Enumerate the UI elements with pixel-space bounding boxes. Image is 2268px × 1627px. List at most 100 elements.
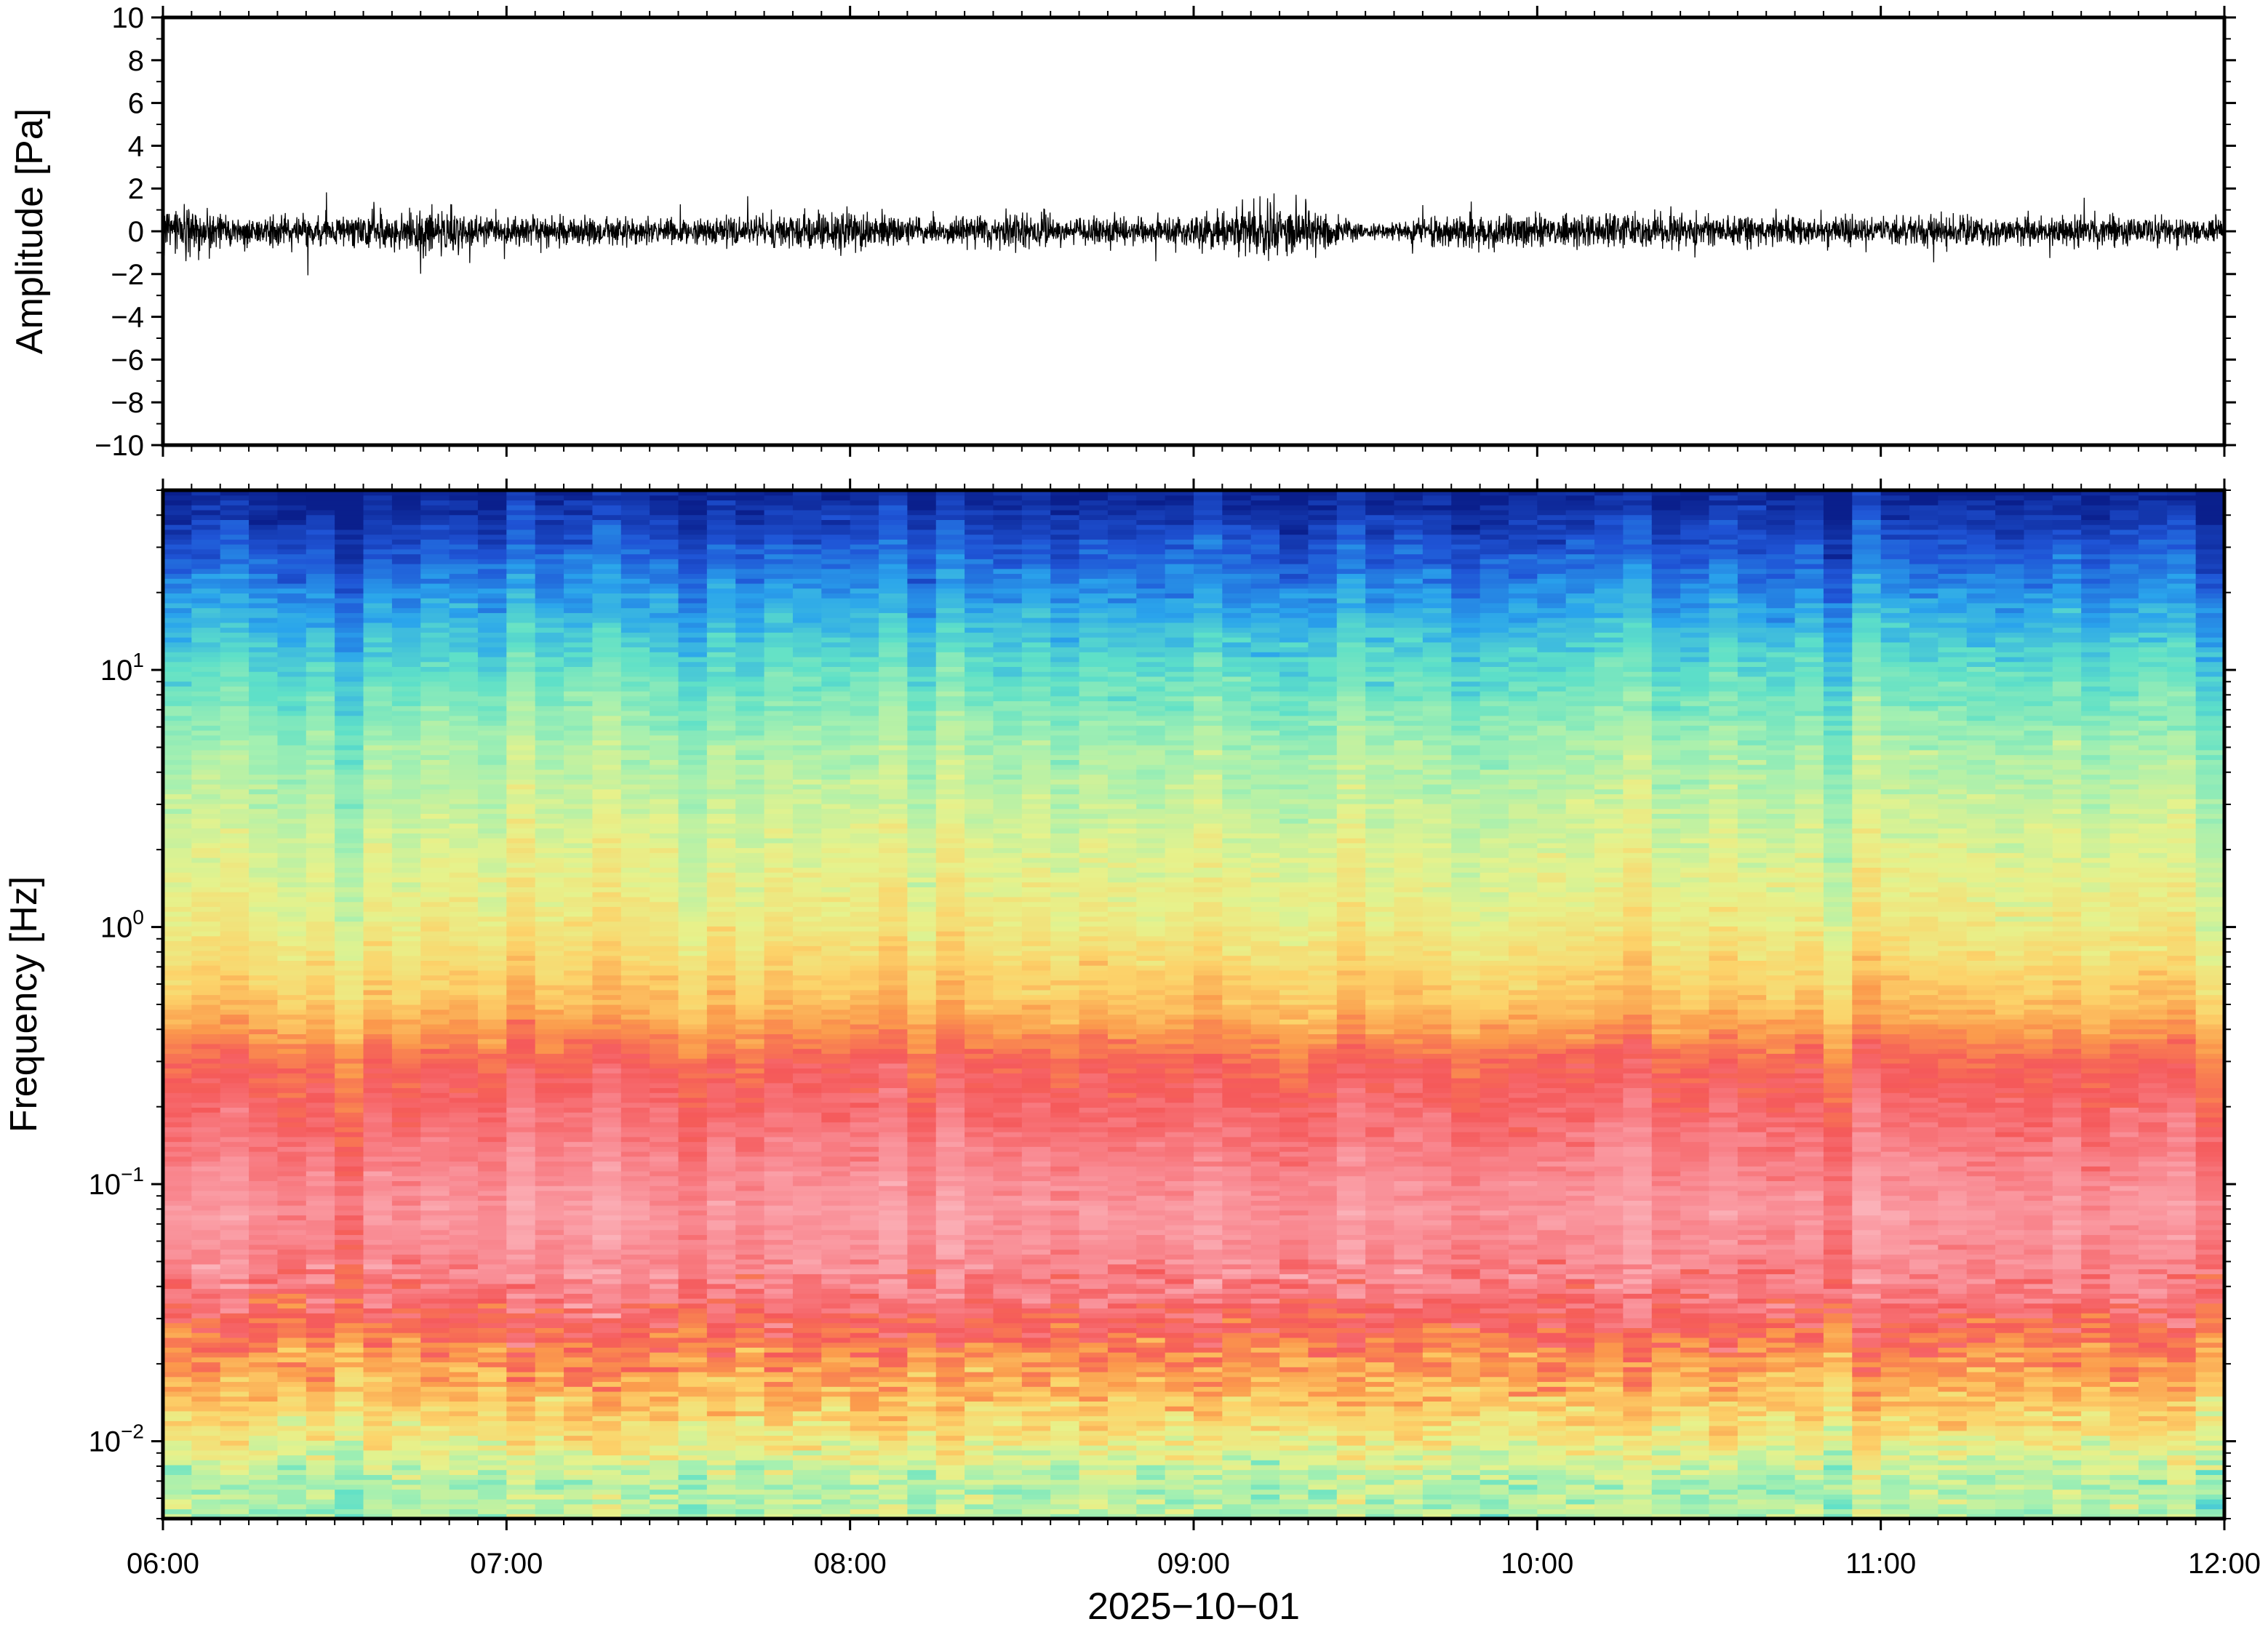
spectrogram-cell [306, 1347, 335, 1352]
spectrogram-cell [535, 818, 564, 823]
spectrogram-cell [335, 1078, 364, 1083]
spectrogram-cell [679, 1004, 708, 1010]
spectrogram-cell [535, 1293, 564, 1298]
spectrogram-cell [450, 691, 479, 696]
spectrogram-cell [420, 1039, 450, 1044]
spectrogram-cell [277, 1293, 306, 1298]
spectrogram-cell [335, 730, 364, 735]
spectrogram-cell [335, 1205, 364, 1210]
spectrogram-cell [735, 1137, 764, 1142]
spectrogram-cell [392, 720, 421, 725]
spectrogram-cell [249, 784, 278, 789]
spectrogram-cell [506, 1156, 535, 1162]
spectrogram-cell [277, 1171, 306, 1176]
spectrogram-cell [564, 1254, 593, 1259]
spectrogram-cell [420, 1377, 450, 1382]
spectrogram-cell [277, 539, 306, 544]
spectrogram-cell [420, 852, 450, 858]
spectrogram-cell [707, 804, 736, 809]
spectrogram-cell [306, 916, 335, 922]
spectrogram-cell [478, 1490, 507, 1495]
spectrogram-cell [335, 1063, 364, 1068]
spectrogram-cell [764, 500, 794, 505]
spectrogram-cell [220, 1406, 249, 1411]
spectrogram-cell [277, 750, 306, 755]
spectrogram-cell [249, 1293, 278, 1298]
spectrogram-cell [249, 779, 278, 784]
spectrogram-cell [764, 999, 794, 1004]
spectrogram-cell [277, 1225, 306, 1230]
spectrogram-cell [793, 902, 822, 907]
spectrogram-cell [277, 1137, 306, 1142]
spectrogram-cell [478, 793, 507, 799]
spectrogram-cell [764, 951, 794, 956]
spectrogram-cell [420, 1352, 450, 1357]
spectrogram-cell [450, 535, 479, 540]
spectrogram-cell [450, 1225, 479, 1230]
spectrogram-cell [191, 559, 220, 564]
spectrogram-cell [392, 848, 421, 853]
spectrogram-cell [735, 1440, 764, 1445]
spectrogram-cell [535, 1470, 564, 1475]
spectrogram-cell [707, 882, 736, 887]
spectrogram-cell [392, 740, 421, 745]
spectrogram-cell [679, 1411, 708, 1416]
spectrogram-cell [220, 1191, 249, 1196]
spectrogram-cell [335, 1274, 364, 1279]
spectrogram-cell [650, 1343, 679, 1348]
spectrogram-cell [249, 1445, 278, 1450]
spectrogram-cell [735, 1269, 764, 1274]
spectrogram-cell [535, 1254, 564, 1259]
spectrogram-cell [764, 1239, 794, 1244]
spectrogram-cell [793, 1117, 822, 1122]
amplitude-y-tick-label: 0 [128, 216, 144, 248]
spectrogram-cell [735, 647, 764, 652]
spectrogram-cell [277, 1039, 306, 1044]
spectrogram-cell [277, 892, 306, 897]
spectrogram-cell [764, 799, 794, 804]
spectrogram-cell [450, 990, 479, 995]
spectrogram-cell [220, 500, 249, 505]
spectrogram-cell [220, 583, 249, 588]
spectrogram-cell [450, 1391, 479, 1396]
spectrogram-cell [478, 863, 507, 868]
spectrogram-cell [277, 554, 306, 559]
spectrogram-cell [163, 1420, 192, 1426]
spectrogram-cell [306, 1445, 335, 1450]
spectrogram-cell [163, 1063, 192, 1068]
spectrogram-cell [450, 1073, 479, 1078]
spectrogram-cell [220, 671, 249, 676]
spectrogram-cell [621, 1347, 650, 1352]
spectrogram-cell [592, 1460, 621, 1465]
spectrogram-cell [621, 1176, 650, 1181]
spectrogram-cell [535, 515, 564, 520]
spectrogram-cell [621, 1151, 650, 1156]
spectrogram-cell [764, 1127, 794, 1132]
spectrogram-cell [392, 578, 421, 583]
spectrogram-cell [335, 1122, 364, 1127]
spectrogram-cell [564, 1083, 593, 1088]
spectrogram-cell [163, 598, 192, 603]
spectrogram-cell [707, 1396, 736, 1402]
spectrogram-cell [764, 764, 794, 769]
spectrogram-cell [735, 539, 764, 544]
spectrogram-cell [277, 1352, 306, 1357]
spectrogram-cell [191, 1205, 220, 1210]
spectrogram-cell [191, 1308, 220, 1313]
spectrogram-cell [506, 603, 535, 608]
spectrogram-cell [249, 691, 278, 696]
spectrogram-cell [735, 1479, 764, 1484]
spectrogram-cell [535, 573, 564, 578]
spectrogram-cell [650, 985, 679, 990]
spectrogram-cell [420, 926, 450, 931]
spectrogram-cell [364, 725, 393, 730]
spectrogram-cell [191, 608, 220, 613]
spectrogram-cell [478, 1494, 507, 1499]
spectrogram-cell [735, 1176, 764, 1181]
spectrogram-cell [364, 1313, 393, 1318]
spectrogram-cell [621, 612, 650, 617]
spectrogram-cell [535, 1289, 564, 1294]
spectrogram-cell [420, 750, 450, 755]
spectrogram-cell [478, 554, 507, 559]
spectrogram-cell [564, 1137, 593, 1142]
